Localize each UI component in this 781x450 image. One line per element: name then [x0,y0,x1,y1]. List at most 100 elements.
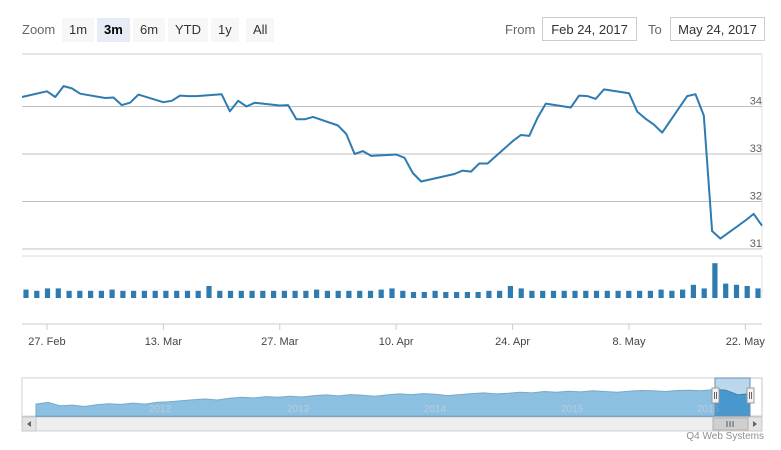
volume-bar [131,290,137,298]
zoom-label: Zoom [22,22,56,37]
volume-bar [184,290,191,298]
volume-bar [238,290,244,298]
volume-bar [346,290,352,298]
volume-bar [77,290,83,298]
volume-bar [432,290,438,298]
volume-bar [141,290,147,298]
volume-bar [733,284,740,298]
volume-bar [647,290,653,298]
to-date-input[interactable]: May 24, 2017 [670,17,765,41]
volume-bar [163,290,169,298]
zoom-6m-button[interactable]: 6m [133,18,166,42]
chevron-right-icon [753,421,757,427]
volume-bar [583,290,589,298]
volume-bar [314,289,320,298]
volume-bar [34,290,40,298]
volume-bar [626,290,632,298]
navigator-year-label: 2015 [561,404,584,415]
volume-pane [22,255,763,298]
navigator-year-label: 2012 [149,404,172,415]
volume-bar [690,284,696,298]
volume-bar [271,290,277,298]
volume-bar [152,290,158,298]
zoom-3m-button[interactable]: 3m [97,18,130,42]
volume-bar [217,290,223,298]
zoom-1m-button[interactable]: 1m [62,18,95,42]
volume-bar [324,290,330,298]
zoom-ytd-button[interactable]: YTD [168,18,208,42]
scrollbar-track[interactable] [21,416,763,432]
volume-bar [174,290,180,298]
volume-bar [755,288,761,298]
date-tick-label: 27. Feb [28,336,65,348]
volume-bar [410,292,417,298]
range-selector: Zoom 1m 3m 6m YTD 1y All From Feb 24, 20… [0,0,781,50]
volume-bar [454,292,460,298]
volume-bar [335,290,341,298]
volume-bar [109,289,115,298]
volume-bar [66,290,72,298]
volume-bar [367,290,374,298]
credit-label: Q4 Web Systems [686,431,764,442]
volume-bar [615,290,621,298]
volume-bar [529,290,535,298]
volume-bar [88,290,94,298]
volume-bar [421,292,427,298]
navigator-year-label: 2014 [424,404,447,415]
volume-bar [550,290,557,298]
navigator-right-handle[interactable] [746,387,755,404]
volume-bar [658,289,664,298]
volume-bar [206,286,212,298]
navigator[interactable]: 2012 2013 2014 2015 2016 [21,377,763,417]
navigator-selection[interactable] [714,377,751,417]
date-axis: 27. Feb 13. Mar 27. Mar 10. Apr 24. Apr 8. Ma… [22,323,765,348]
volume-bar [723,283,729,298]
volume-bar [540,290,546,298]
scrollbar[interactable] [21,416,763,432]
chevron-left-icon [27,421,31,427]
volume-bar [572,290,578,298]
volume-bar [98,290,104,298]
price-tick-label: 34 [750,96,762,108]
volume-bar [486,290,492,298]
zoom-1y-button[interactable]: 1y [211,18,239,42]
volume-bar [497,290,503,298]
volume-bar [55,288,61,298]
volume-bar [464,292,470,298]
price-line [21,85,763,240]
volume-bar [281,290,287,298]
volume-bar [23,289,29,298]
price-tick-label: 31 [750,238,762,250]
volume-bar [44,288,51,298]
volume-bar [120,290,126,298]
date-tick-label: 8. May [612,336,646,348]
zoom-all-button[interactable]: All [246,18,275,42]
volume-bar [249,290,255,298]
volume-bar [227,290,234,298]
volume-bar [389,288,395,298]
volume-bar [744,286,750,298]
price-axis: 31 32 33 34 [750,96,762,251]
volume-bar [443,292,449,298]
volume-bar [292,290,298,298]
price-series [21,85,763,240]
navigator-left-handle[interactable] [711,387,720,404]
to-label: To [648,22,662,37]
volume-bar [680,289,686,298]
volume-bar [561,290,567,298]
price-grid [22,53,763,250]
from-date-input[interactable]: Feb 24, 2017 [542,17,637,41]
navigator-year-label: 2013 [287,404,310,415]
volume-bar [593,290,600,298]
volume-bar [378,289,384,298]
volume-bar [303,290,309,298]
volume-bar [604,290,610,298]
from-label: From [505,22,536,37]
navigator-area [35,388,751,417]
price-tick-label: 32 [750,191,762,203]
volume-bar [669,290,675,298]
date-tick-label: 27. Mar [261,336,299,348]
navigator-mask [22,378,715,416]
date-tick-label: 10. Apr [379,336,414,348]
